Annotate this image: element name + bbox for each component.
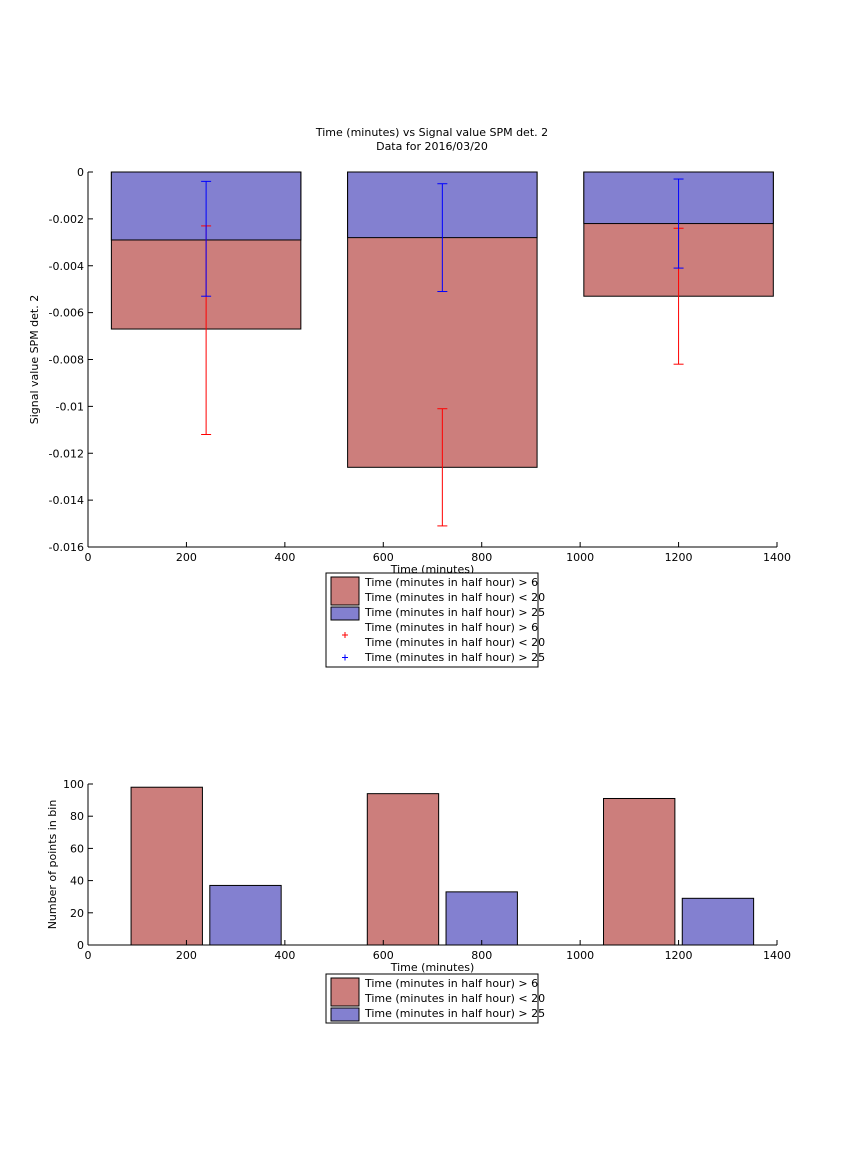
count-chart: 0 200 400 600 800 1000 1200 1400 0 20 40 60 80 100 Tim… [46, 778, 791, 974]
legend-swatch [330, 606, 360, 621]
chart-title-line2: Data for 2016/03/20 [376, 140, 488, 153]
signal-chart: 0 200 400 600 800 1000 1200 1400 0 -0.002 -0.004 -0… [28, 166, 791, 576]
legend-label: Time (minutes in half hour) < 20 [364, 636, 545, 649]
x-axis-label: Time (minutes) [390, 961, 475, 974]
y-tick-label: -0.01 [56, 400, 84, 413]
count-bar-red [130, 786, 203, 946]
x-tick-label: 1400 [763, 551, 791, 564]
count-bar-red [603, 797, 676, 946]
x-tick-label: 400 [274, 551, 295, 564]
y-tick-label: 40 [70, 875, 84, 888]
count-bar-red [366, 793, 440, 946]
legend-label: Time (minutes in half hour) > 6 [364, 621, 538, 634]
y-tick-label: -0.002 [49, 213, 84, 226]
y-tick-label: 20 [70, 907, 84, 920]
count-bar-blue [681, 897, 755, 946]
legend-label: Time (minutes in half hour) > 6 [364, 576, 538, 589]
x-tick-label: 1200 [665, 551, 693, 564]
y-axis-label: Signal value SPM det. 2 [28, 295, 41, 425]
y-tick-label: -0.006 [49, 307, 84, 320]
x-tick-label: 400 [274, 949, 295, 962]
legend-label: Time (minutes in half hour) > 25 [364, 606, 545, 619]
count-bar-blue [209, 884, 282, 946]
x-tick-label: 200 [176, 949, 197, 962]
legend-swatch [330, 977, 360, 1007]
x-tick-label: 1000 [566, 551, 594, 564]
count-chart-legend: Time (minutes in half hour) > 6 Time (min… [325, 973, 545, 1024]
x-tick-label: 800 [471, 949, 492, 962]
x-tick-label: 200 [176, 551, 197, 564]
count-bar-blue [445, 891, 518, 946]
legend-label: Time (minutes in half hour) < 20 [364, 992, 545, 1005]
x-tick-label: 1200 [665, 949, 693, 962]
y-tick-label: -0.016 [49, 541, 84, 554]
x-tick-label: 1000 [566, 949, 594, 962]
legend-label: Time (minutes in half hour) > 6 [364, 977, 538, 990]
x-tick-label: 0 [85, 551, 92, 564]
signal-chart-legend: Time (minutes in half hour) > 6 Time (min… [325, 572, 545, 668]
x-tick-label: 0 [85, 949, 92, 962]
y-tick-label: -0.008 [49, 354, 84, 367]
x-tick-label: 600 [373, 551, 394, 564]
legend-label: Time (minutes in half hour) > 25 [364, 651, 545, 664]
x-tick-label: 1400 [763, 949, 791, 962]
chart-title-line1: Time (minutes) vs Signal value SPM det. … [315, 126, 548, 139]
y-tick-label: 0 [77, 166, 84, 179]
x-tick-label: 600 [373, 949, 394, 962]
legend-label: Time (minutes in half hour) > 25 [364, 1007, 545, 1020]
y-axis-label: Number of points in bin [46, 800, 59, 930]
y-tick-label: -0.004 [49, 260, 84, 273]
legend-swatch [330, 1007, 360, 1022]
y-tick-label: -0.014 [49, 494, 84, 507]
legend-label: Time (minutes in half hour) < 20 [364, 591, 545, 604]
x-tick-label: 800 [471, 551, 492, 564]
legend-box [325, 572, 539, 668]
y-tick-label: 80 [70, 810, 84, 823]
y-tick-label: 60 [70, 842, 84, 855]
y-tick-label: 0 [77, 939, 84, 952]
y-tick-label: 100 [63, 778, 84, 791]
y-tick-label: -0.012 [49, 447, 84, 460]
legend-box [325, 973, 539, 1024]
legend-swatch [330, 576, 360, 606]
